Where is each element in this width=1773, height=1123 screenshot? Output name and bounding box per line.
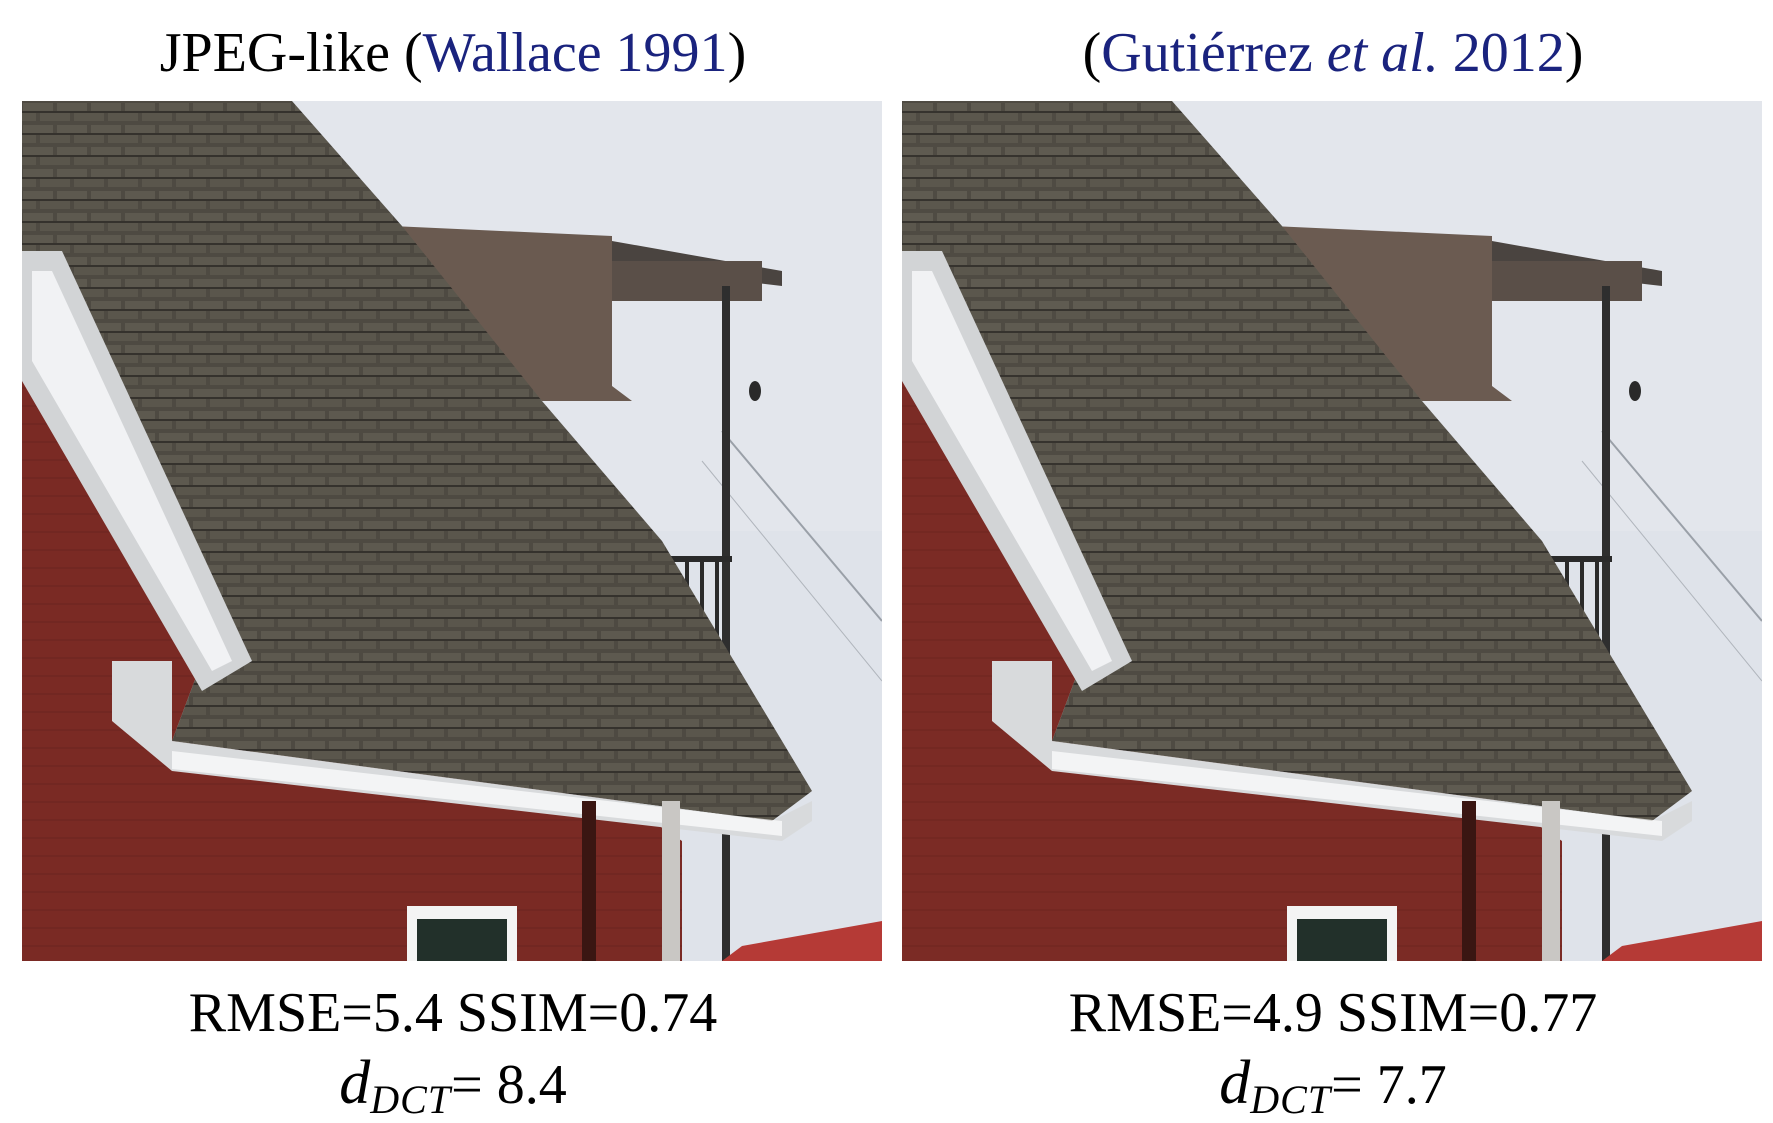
- citation-link[interactable]: Gutiérrez et al. 2012: [1101, 22, 1564, 84]
- panel-gutierrez: (Gutiérrez et al. 2012): [902, 0, 1764, 1123]
- metrics-rmse-ssim: RMSE=4.9 SSIM=0.77: [902, 980, 1764, 1046]
- panel-title: JPEG-like (Wallace 1991): [22, 18, 884, 88]
- rmse-label: RMSE=: [1068, 982, 1253, 1044]
- panel-title: (Gutiérrez et al. 2012): [902, 18, 1764, 88]
- citation-author: Gutiérrez: [1101, 22, 1327, 84]
- rmse-value: 5.4: [372, 982, 443, 1044]
- metrics-ddct: dDCT= 8.4: [22, 1050, 884, 1123]
- citation-open: (: [1082, 22, 1102, 84]
- ddct-equals: =: [451, 1054, 497, 1116]
- citation-year: 2012: [1438, 22, 1565, 84]
- rmse-value: 4.9: [1252, 982, 1323, 1044]
- citation-link[interactable]: Wallace 1991: [422, 22, 728, 84]
- ssim-value: 0.74: [619, 982, 718, 1044]
- citation-close: ): [1564, 22, 1584, 84]
- ddct-symbol: d: [339, 1049, 371, 1117]
- ddct-subscript: DCT: [370, 1077, 452, 1122]
- house-photo: [22, 101, 882, 961]
- house-photo: [902, 101, 1762, 961]
- ssim-value: 0.77: [1499, 982, 1598, 1044]
- citation-etal: et al.: [1326, 22, 1439, 84]
- house-photo-graphic: [22, 101, 882, 961]
- ssim-label: SSIM=: [456, 982, 620, 1044]
- house-photo-graphic: [902, 101, 1762, 961]
- ssim-label: SSIM=: [1336, 982, 1500, 1044]
- citation-close: ): [727, 22, 747, 84]
- rmse-label: RMSE=: [188, 982, 373, 1044]
- ddct-equals: =: [1331, 1054, 1377, 1116]
- citation-open: (: [403, 22, 423, 84]
- ddct-value: 8.4: [496, 1054, 567, 1116]
- ddct-value: 7.7: [1376, 1054, 1447, 1116]
- ddct-symbol: d: [1219, 1049, 1251, 1117]
- panel-jpeg-like: JPEG-like (Wallace 1991): [22, 0, 884, 1123]
- metrics-ddct: dDCT= 7.7: [902, 1050, 1764, 1123]
- method-name: JPEG-like: [159, 22, 390, 84]
- ddct-subscript: DCT: [1250, 1077, 1332, 1122]
- metrics-rmse-ssim: RMSE=5.4 SSIM=0.74: [22, 980, 884, 1046]
